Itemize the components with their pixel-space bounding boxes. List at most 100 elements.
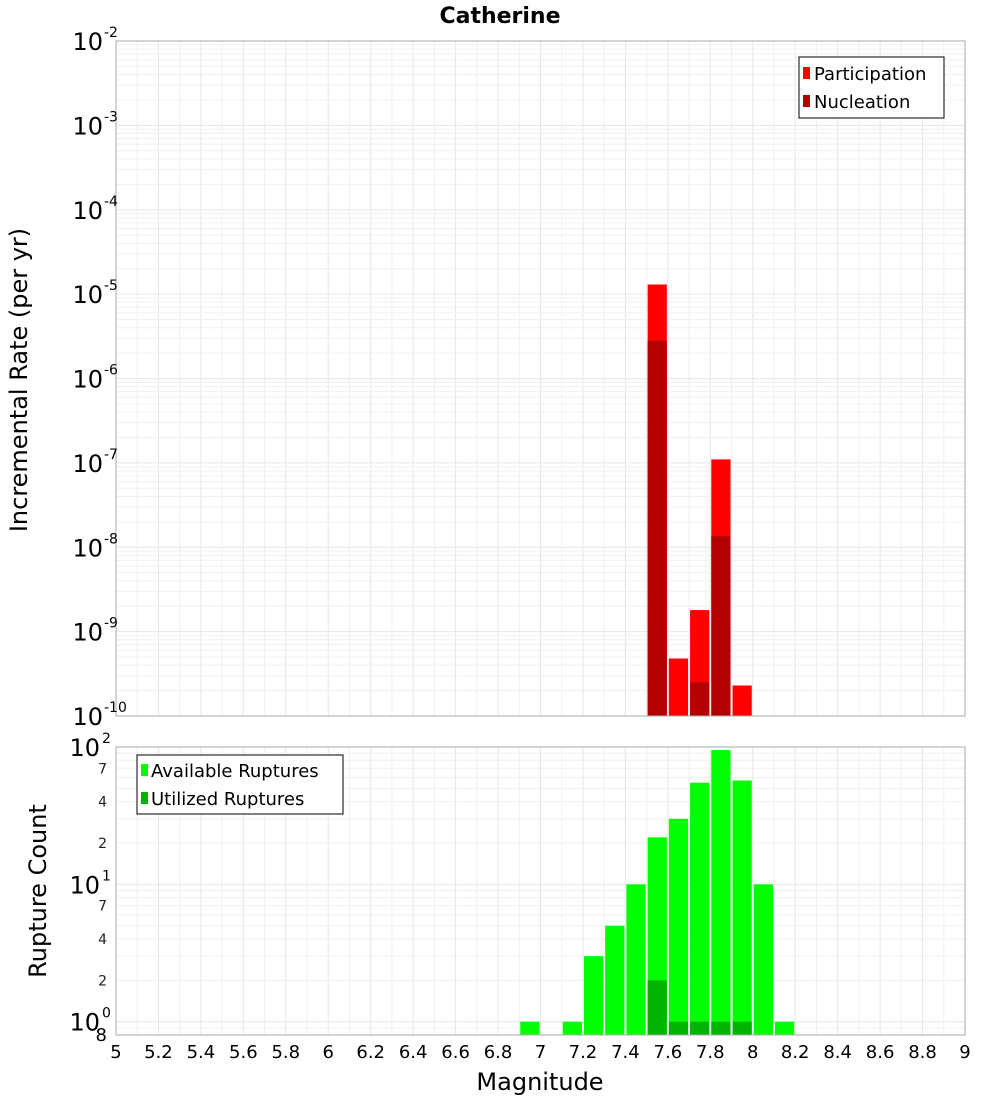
x-tick-label: 8.8 [908,1042,937,1063]
bottom-y-minor-label: 7 [98,899,107,915]
bottom-y-minor-label: 4 [98,932,107,948]
bar-available-ruptures [732,780,752,1035]
bar-utilized-ruptures [732,1021,752,1035]
bar-utilized-ruptures [690,1021,710,1035]
bottom-y-tick-exponent: 0 [102,1006,111,1022]
bar-available-ruptures [753,884,773,1035]
bar-available-ruptures [711,750,731,1035]
bar-participation [732,685,752,716]
top-legend: Participation Nucleation [798,56,945,119]
x-tick-labels: 5 5.2 5.4 5.6 5.8 6 6.2 6.4 6.6 6.8 7 7.2 7.4 7.6 7.8 8… [110,1042,970,1063]
bar-available-ruptures [605,925,625,1035]
bottom-y-minor-label: 7 [98,761,107,777]
top-y-tick-exponent: -4 [104,194,118,210]
bottom-y-minor-label: 8 [96,1025,107,1046]
x-tick-label: 7.2 [569,1042,598,1063]
top-y-tick-exponent: -7 [104,447,118,463]
legend-swatch-utilized [141,792,148,804]
top-y-axis-label: Incremental Rate (per yr) [5,228,33,532]
bar-utilized-ruptures [668,1021,689,1035]
top-y-tick-exponent: -10 [104,700,127,716]
bar-utilized-ruptures [711,1021,731,1035]
x-tick-label: 7.8 [696,1042,725,1063]
x-tick-label: 6.6 [441,1042,470,1063]
top-bars [647,284,752,716]
bottom-bars [520,750,795,1035]
legend-swatch-available [141,764,148,776]
top-y-tick-labels: 10-210-310-410-510-610-710-810-910-10 [72,25,126,731]
bottom-plot-frame [115,746,966,1036]
x-tick-label: 9 [959,1042,970,1063]
top-y-tick-label: 10 [72,366,103,394]
x-axis-label: Magnitude [476,1068,603,1096]
bottom-y-minor-label: 2 [98,836,107,852]
bar-utilized-ruptures [647,980,667,1035]
top-legend-box [798,56,945,119]
top-gridlines [115,41,966,717]
legend-label-nucleation: Nucleation [814,92,910,113]
legend-label-utilized: Utilized Ruptures [151,789,304,810]
x-tick-label: 5 [110,1042,121,1063]
bottom-y-axis-label: Rupture Count [24,804,52,978]
bottom-y-tick-label: 10 [69,734,100,762]
x-tick-label: 5.6 [229,1042,258,1063]
top-y-tick-label: 10 [72,703,103,731]
x-tick-label: 7.4 [611,1042,640,1063]
bar-available-ruptures [668,818,689,1035]
x-tick-label: 8 [747,1042,758,1063]
top-y-tick-exponent: -6 [104,363,118,379]
x-tick-label: 8.2 [781,1042,810,1063]
bar-participation [668,658,689,716]
top-y-tick-label: 10 [72,197,103,225]
bottom-legend: Available Ruptures Utilized Ruptures [136,754,344,815]
top-y-tick-exponent: -2 [104,25,118,41]
top-y-tick-exponent: -5 [104,278,118,294]
top-y-tick-label: 10 [72,450,103,478]
top-y-tick-label: 10 [72,28,103,56]
chart-title: Catherine [439,4,560,29]
top-plot-frame [115,40,966,717]
x-tick-label: 7.6 [654,1042,683,1063]
top-y-tick-exponent: -8 [104,531,118,547]
top-y-tick-label: 10 [72,112,103,140]
x-tick-label: 5.8 [271,1042,300,1063]
bottom-gridlines [115,746,966,1036]
x-tick-label: 8.6 [866,1042,895,1063]
bar-nucleation [647,340,667,716]
x-tick-label: 6.2 [356,1042,385,1063]
bar-available-ruptures [690,782,710,1035]
x-tick-label: 6.8 [484,1042,513,1063]
bar-available-ruptures [774,1021,795,1035]
x-tick-label: 5.2 [144,1042,173,1063]
bar-nucleation [690,682,710,716]
legend-label-available: Available Ruptures [151,761,319,782]
bar-available-ruptures [520,1021,540,1035]
top-y-tick-label: 10 [72,281,103,309]
top-y-tick-exponent: -3 [104,109,118,125]
bottom-y-tick-label: 10 [69,1009,100,1037]
bar-available-ruptures [583,956,604,1035]
bottom-y-tick-label: 10 [69,871,100,899]
top-y-tick-label: 10 [72,619,103,647]
bar-nucleation [711,536,731,716]
x-tick-label: 8.4 [823,1042,852,1063]
bottom-y-tick-exponent: 1 [102,868,111,884]
incremental-rate-panel: 10-210-310-410-510-610-710-810-910-10 In… [5,25,966,731]
legend-swatch-nucleation [803,95,810,107]
x-tick-label: 6.4 [399,1042,428,1063]
top-y-tick-label: 10 [72,534,103,562]
x-tick-label: 6 [323,1042,334,1063]
bottom-y-minor-label: 4 [98,795,107,811]
bottom-y-tick-exponent: 2 [102,731,111,747]
legend-swatch-participation [803,67,810,79]
bar-available-ruptures [562,1021,582,1035]
legend-label-participation: Participation [814,64,926,85]
x-tick-label: 7 [535,1042,546,1063]
bar-available-ruptures [626,884,646,1035]
x-tick-label: 5.4 [187,1042,216,1063]
top-y-tick-exponent: -9 [104,616,118,632]
bottom-y-minor-label: 2 [98,973,107,989]
